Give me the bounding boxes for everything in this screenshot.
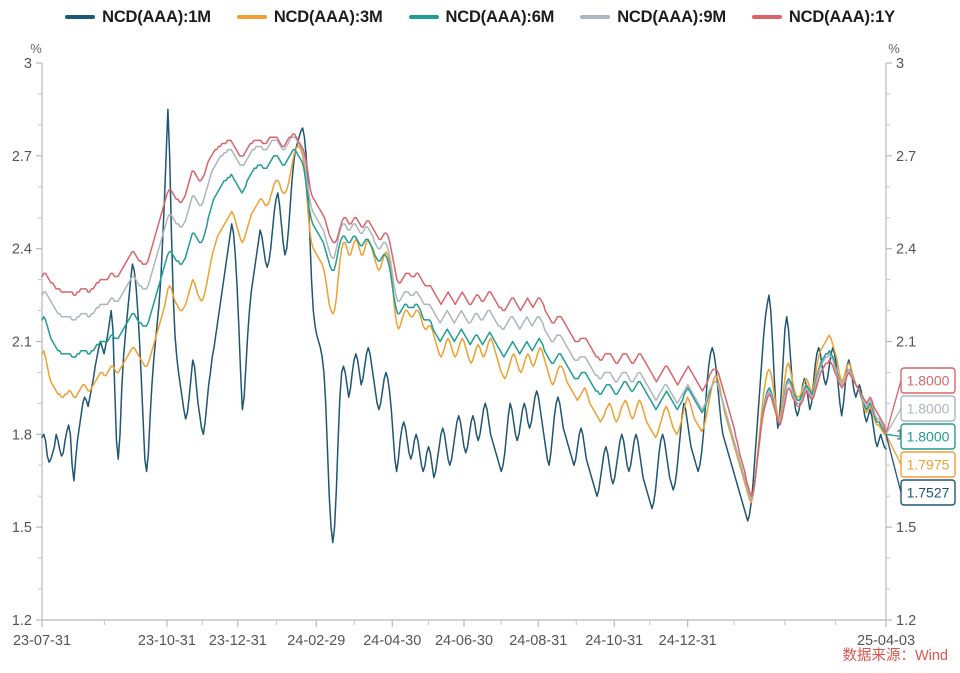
chart-legend: NCD(AAA):1M NCD(AAA):3M NCD(AAA):6M NCD(AAA… [0,0,960,34]
source-note: 数据来源：Wind [842,648,948,664]
callout-box [900,395,956,422]
series-line-ncd-aaa--9m [41,136,887,501]
legend-item-ncd-aaa--1m[interactable]: NCD(AAA):1M [65,8,211,27]
callout-leader-line [885,434,902,493]
y-tick-label-left: 1.2 [12,613,32,629]
axes-group: 1.21.21.51.51.81.82.12.12.42.42.72.733%%… [12,41,916,649]
y-tick-label-right: 3 [896,56,904,72]
x-tick-label: 23-07-31 [13,633,71,649]
callout-leader-line [885,433,902,438]
y-tick-label-left: 1.8 [12,427,32,443]
callout-value-label: 1.7975 [907,457,950,473]
y-tick-label-right: 1.2 [896,613,916,629]
x-tick-label: 24-10-31 [585,633,643,649]
legend-label: NCD(AAA):1Y [788,7,895,26]
callout-value-label: 1.7527 [907,485,950,501]
y-tick-label-right: 1.5 [896,520,916,536]
callout-leader-line [885,434,902,465]
series-line-ncd-aaa--1y [41,133,887,497]
series-line-ncd-aaa--1m [41,108,887,544]
legend-item-ncd-aaa--9m[interactable]: NCD(AAA):9M [580,8,726,27]
legend-item-ncd-aaa--3m[interactable]: NCD(AAA):3M [236,7,383,27]
legend-label: NCD(AAA):1M [102,7,211,26]
legend-label: NCD(AAA):3M [273,7,383,26]
y-tick-label-left: 2.4 [12,242,32,258]
y-tick-label-right: 2.4 [896,242,916,258]
callout-group: 1.8000 1.8000 1.8000 1.7975 1.7527 [885,367,956,506]
callout-leader-line [885,408,902,435]
legend-swatch-icon [408,15,439,19]
series-line-ncd-aaa--3m [41,145,887,504]
x-tick-label: 24-08-31 [509,633,567,649]
callout-leader-line [885,380,902,435]
legend-label: NCD(AAA):6M [445,7,555,26]
x-tick-label: 25-04-03 [857,633,915,649]
callout-value-label: 1.8000 [907,373,950,389]
y-tick-label-right: 2.1 [896,335,916,351]
legend-item-ncd-aaa--1y[interactable]: NCD(AAA):1Y [751,7,895,27]
x-tick-label: 24-06-30 [435,633,493,649]
y-axis-unit-left: % [30,41,42,56]
callout-box [900,479,956,506]
series-group [41,108,887,544]
y-tick-label-left: 2.1 [12,335,32,351]
y-tick-label-left: 1.5 [12,520,32,536]
callout-box [900,423,956,450]
x-tick-label: 24-04-30 [363,633,421,649]
legend-swatch-icon [580,15,611,19]
x-tick-label: 23-10-31 [138,633,196,649]
callout-box [900,451,956,478]
legend-label: NCD(AAA):9M [617,7,726,26]
y-tick-label-left: 3 [24,56,32,72]
legend-swatch-icon [65,15,96,19]
callout-value-label: 1.8000 [907,429,950,445]
x-tick-label: 23-12-31 [209,633,267,649]
callout-box [900,367,956,394]
x-tick-label: 24-02-29 [287,633,345,649]
y-axis-unit-right: % [888,41,900,56]
y-tick-label-right: 2.7 [896,149,916,165]
y-tick-label-left: 2.7 [12,149,32,165]
callout-value-label: 1.8000 [907,401,950,417]
legend-item-ncd-aaa--6m[interactable]: NCD(AAA):6M [408,7,555,27]
legend-swatch-icon [751,15,782,19]
x-tick-label: 24-12-31 [659,633,717,649]
legend-swatch-icon [236,15,267,19]
